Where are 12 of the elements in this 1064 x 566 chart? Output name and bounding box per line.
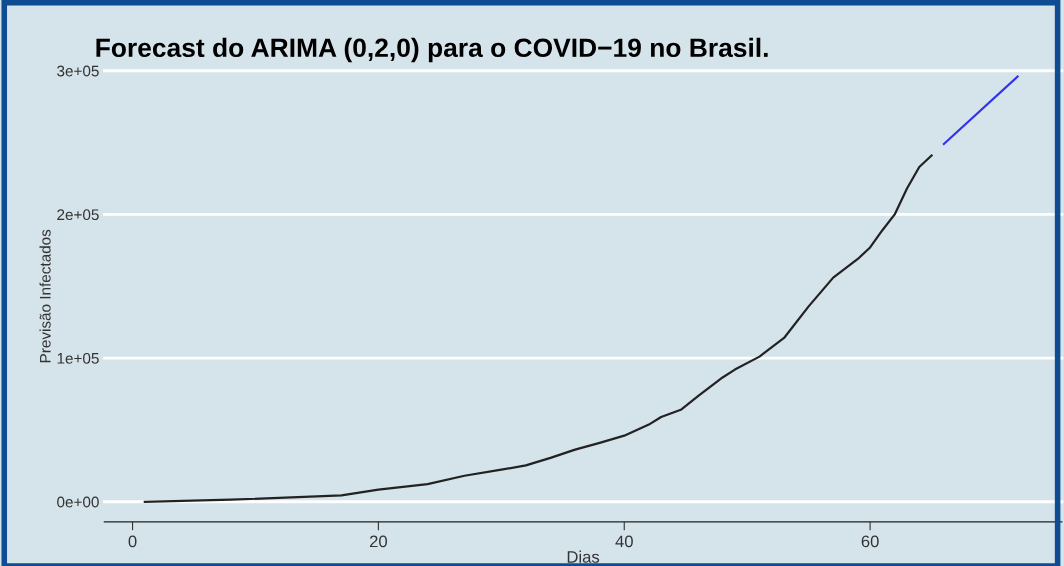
x-tick-label: 60 <box>861 535 879 548</box>
line-series <box>143 154 933 503</box>
y-tick-label: 2e+05 <box>57 209 99 221</box>
x-tick-label: 0 <box>128 535 137 548</box>
chart-title: Forecast do ARIMA (0,2,0) para o COVID−19 no Brasil. <box>96 37 768 63</box>
x-tick-label: 20 <box>369 535 388 548</box>
y-tick-label: 1e+05 <box>57 352 99 364</box>
x-axis-title: Dias <box>567 550 600 563</box>
y-tick-label: 3e+05 <box>57 65 99 77</box>
x-tick-label: 40 <box>615 535 633 548</box>
y-axis-title: Previsão Infectados <box>39 229 51 363</box>
y-tick-label: 0e+00 <box>57 496 99 508</box>
